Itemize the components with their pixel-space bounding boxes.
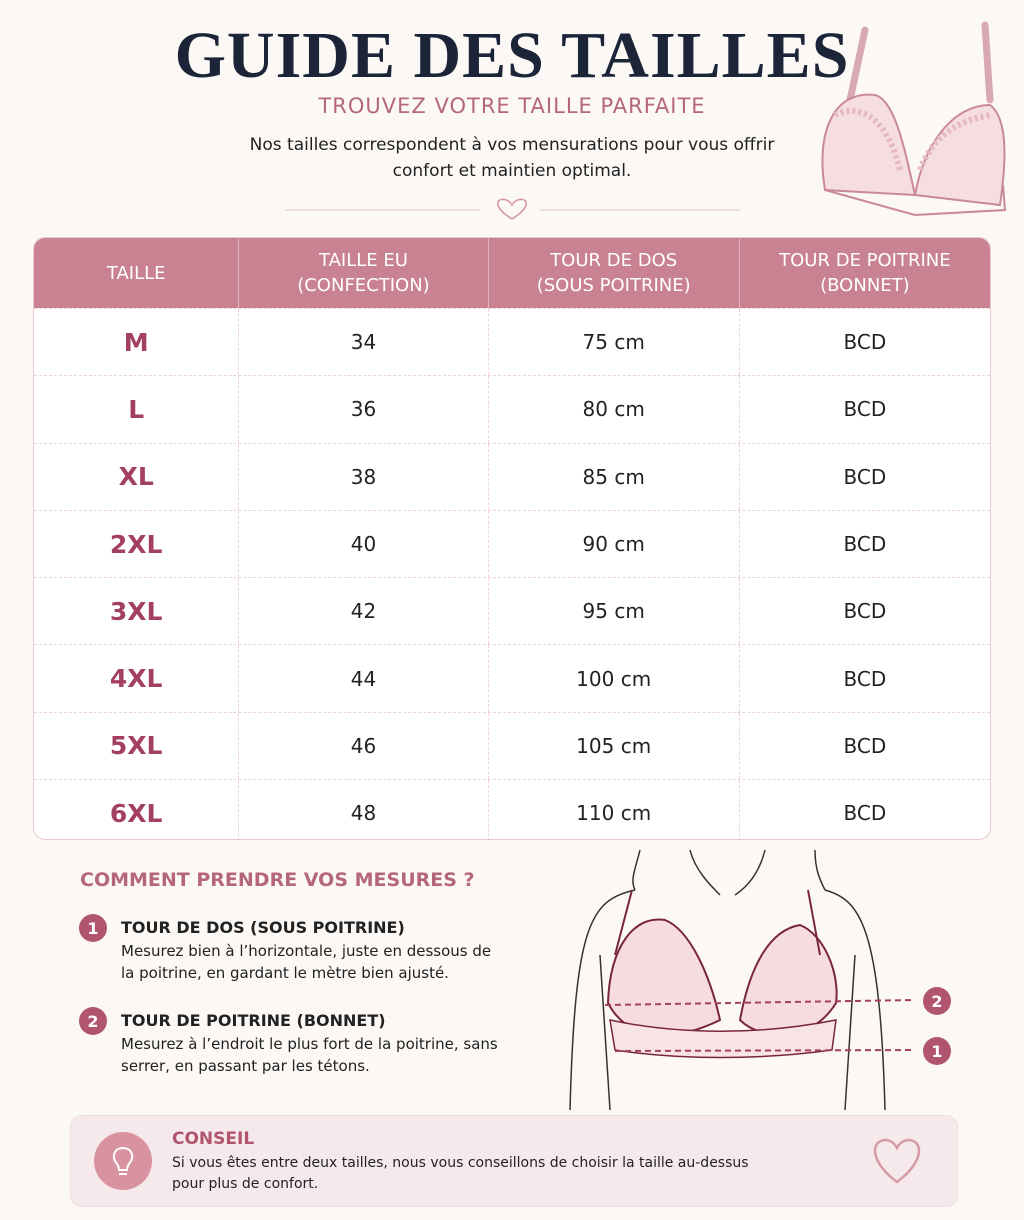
table-row: XL 38 85 cm BCD <box>34 442 990 510</box>
table-cell: 5XL <box>34 712 240 780</box>
step-text: Mesurez à l’endroit le plus fort de la p… <box>121 1035 498 1075</box>
step-title: TOUR DE DOS (SOUS POITRINE) <box>121 918 405 937</box>
table-cell: BCD <box>843 666 887 691</box>
table-cell: BCD <box>843 330 887 355</box>
table-cell: 46 <box>239 712 489 780</box>
step-title: TOUR DE POITRINE (BONNET) <box>121 1011 386 1030</box>
step-text: Mesurez bien à l’horizontale, juste en d… <box>121 942 492 982</box>
tip-text: Si vous êtes entre deux tailles, nous vo… <box>172 1155 749 1192</box>
table-cell: 85 cm <box>489 443 740 510</box>
header-line: TAILLE EU <box>319 250 408 271</box>
table-cell: XL <box>34 443 240 510</box>
header-cell: TOUR DE DOS (SOUS POITRINE) <box>489 238 740 308</box>
header-line: (SOUS POITRINE) <box>536 275 691 296</box>
table-cell: 34 <box>239 309 489 376</box>
body-diagram <box>569 849 916 1111</box>
header-cell: TOUR DE POITRINE (BONNET) <box>740 238 990 308</box>
size-table: TAILLE TAILLE EU (CONFECTION) TOUR DE DOS (S… <box>33 237 991 840</box>
subtitle: TROUVEZ VOTRE TAILLE PARFAITE <box>318 94 706 118</box>
table-row: 3XL 42 95 cm BCD <box>34 577 990 645</box>
header-line: TOUR DE DOS <box>550 250 678 271</box>
header-cell: TAILLE <box>34 238 240 308</box>
table-cell: 6XL <box>34 780 240 839</box>
table-cell: 40 <box>239 510 489 578</box>
table-row: 5XL 46 105 cm BCD <box>34 711 990 780</box>
instructions-title: COMMENT PRENDRE VOS MESURES ? <box>80 869 475 891</box>
table-cell: BCD <box>843 397 887 422</box>
header-row: TAILLE TAILLE EU (CONFECTION) TOUR DE DOS (S… <box>34 238 990 308</box>
table-cell: 36 <box>239 376 489 443</box>
table-row: 4XL 44 100 cm BCD <box>34 644 990 712</box>
table-cell: 38 <box>239 443 489 510</box>
table-cell: M <box>34 309 240 376</box>
table-cell: 3XL <box>34 578 240 645</box>
table-cell: 48 <box>239 780 489 839</box>
table-cell: 75 cm <box>489 309 740 376</box>
header-cell: TAILLE EU (CONFECTION) <box>239 238 489 308</box>
diagram-marker: 1 <box>923 1037 951 1065</box>
table-cell: BCD <box>843 599 887 624</box>
table-cell: 90 cm <box>489 510 740 578</box>
title: GUIDE DES TAILLES <box>174 19 850 92</box>
header-line: (CONFECTION) <box>297 275 430 296</box>
table-cell: 105 cm <box>489 712 740 780</box>
bra-illustration <box>821 21 1007 217</box>
table-cell: BCD <box>843 801 887 826</box>
table-row: M 34 75 cm BCD <box>34 308 990 376</box>
table-cell: 80 cm <box>489 376 740 443</box>
header-line: TAILLE <box>106 262 166 284</box>
bulb-icon <box>94 1132 152 1190</box>
table-cell: BCD <box>843 464 887 489</box>
step-number: 2 <box>79 1007 107 1035</box>
header-line: TOUR DE POITRINE <box>779 250 951 271</box>
table-cell: L <box>34 376 240 443</box>
description: Nos tailles correspondent à vos mensurat… <box>249 135 775 181</box>
table-cell: 44 <box>239 645 489 712</box>
divider <box>285 198 740 220</box>
table-row: 2XL 40 90 cm BCD <box>34 509 990 578</box>
table-row: L 36 80 cm BCD <box>34 375 990 443</box>
table-cell: 100 cm <box>489 645 740 712</box>
table-cell: BCD <box>843 532 887 557</box>
table-cell: 42 <box>239 578 489 645</box>
table-cell: BCD <box>843 733 887 758</box>
table-cell: 4XL <box>34 645 240 712</box>
header-line: (BONNET) <box>820 275 910 296</box>
table-row: 6XL 48 110 cm BCD <box>34 779 990 839</box>
table-cell: 2XL <box>34 510 240 578</box>
diagram-marker: 2 <box>923 987 951 1015</box>
tip-box: CONSEIL Si vous êtes entre deux tailles,… <box>70 1115 958 1207</box>
heart-icon <box>873 1138 921 1184</box>
table-cell: 95 cm <box>489 578 740 645</box>
table-cell: 110 cm <box>489 780 740 839</box>
step-number: 1 <box>79 914 107 942</box>
tip-title: CONSEIL <box>172 1129 255 1149</box>
